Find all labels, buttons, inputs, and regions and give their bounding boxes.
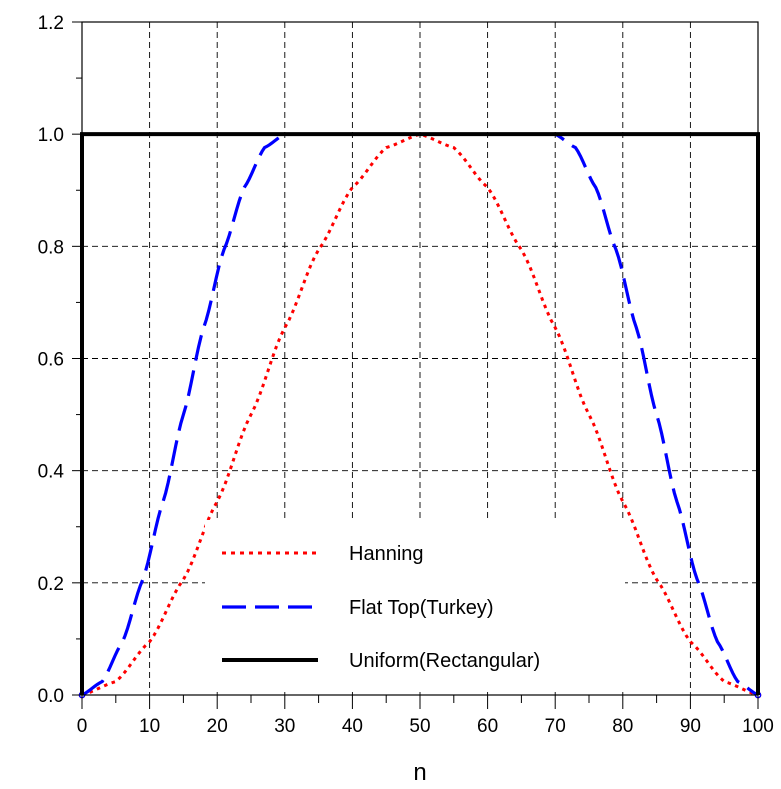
x-tick-label: 10 [139,716,160,737]
x-tick-label: 50 [409,716,430,737]
x-tick-label: 30 [274,716,295,737]
x-tick-label: 20 [207,716,228,737]
legend-label-1: Hanning [349,543,424,565]
x-tick-label: 100 [742,716,774,737]
series-line-1 [81,132,759,697]
y-tick-label: 0.2 [38,574,64,595]
legend: Hanning Flat Top(Turkey) Uniform(Rectangul… [222,543,540,672]
y-tick-label: 0.0 [38,686,64,707]
axis-ticks: 0 10 20 30 40 50 60 70 80 90 100 0.0 0.2 0.4 0.6 0.8 1.0… [38,13,774,737]
x-axis-label: n [413,759,426,786]
y-tick-label: 0.6 [38,350,64,371]
y-tick-label: 1.0 [38,125,64,146]
x-tick-label: 0 [77,716,88,737]
y-tick-label: 0.8 [38,237,64,258]
x-tick-label: 40 [342,716,363,737]
x-tick-label: 80 [612,716,633,737]
x-tick-label: 70 [545,716,566,737]
x-tick-label: 60 [477,716,498,737]
legend-label-2: Flat Top(Turkey) [349,597,493,619]
y-tick-label: 0.4 [38,462,65,483]
legend-label-3: Uniform(Rectangular) [349,650,540,672]
x-tick-label: 90 [680,716,701,737]
y-tick-label: 1.2 [38,13,64,34]
